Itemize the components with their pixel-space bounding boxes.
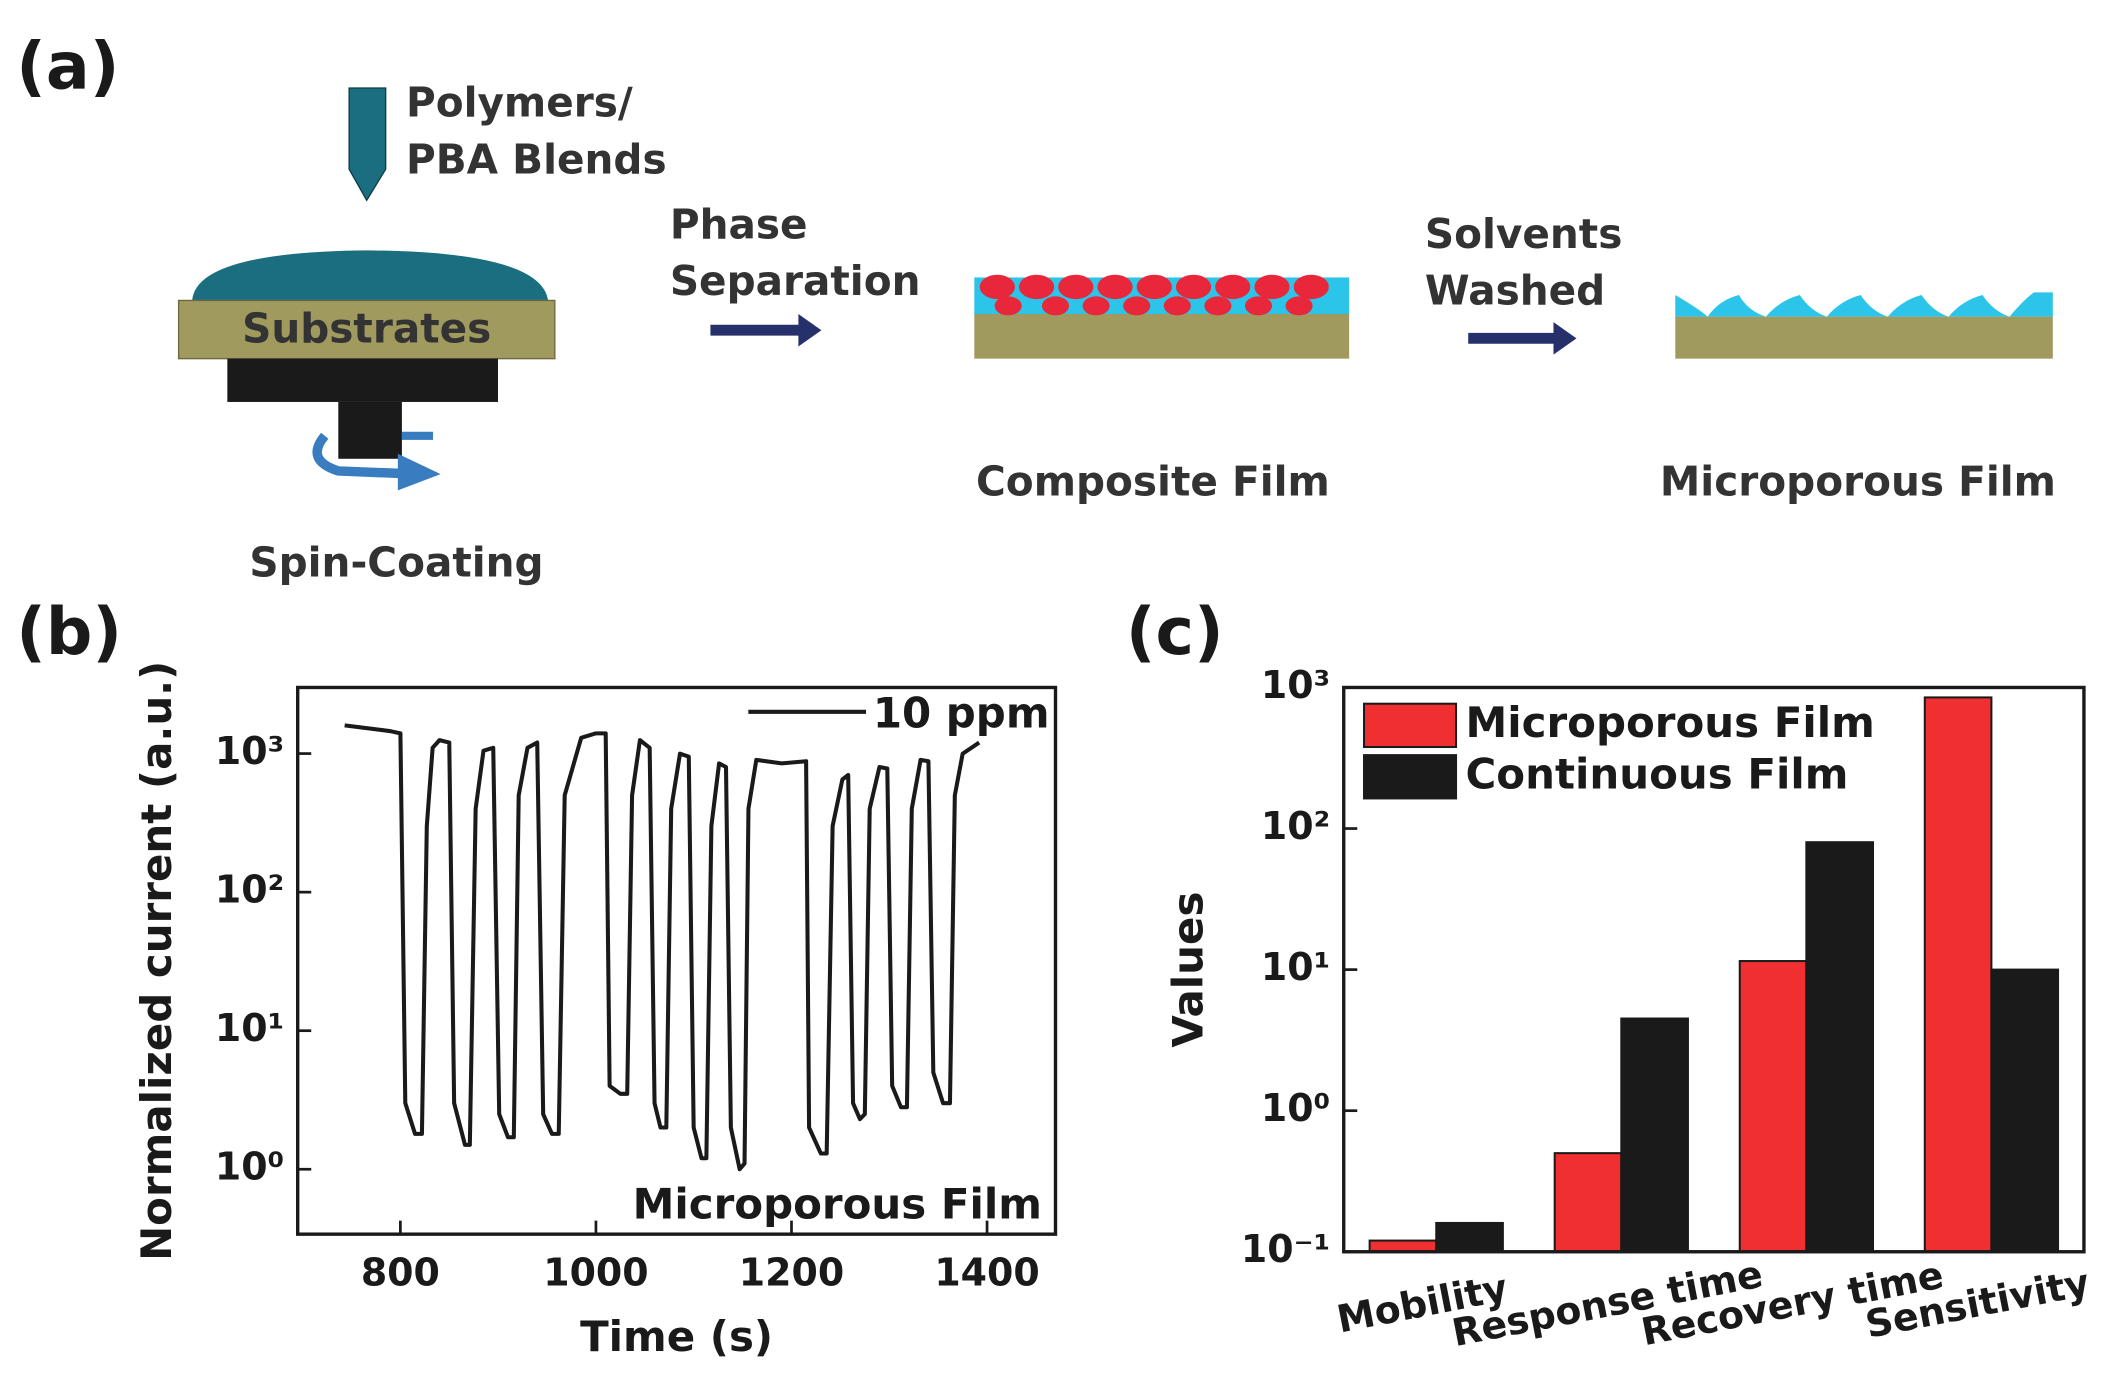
chuck (227, 358, 498, 402)
droplet (192, 250, 549, 301)
arrow-label: Separation (670, 257, 921, 305)
diagram: Polymers/ PBA Blends Substrates Spin-Coa… (177, 79, 2056, 587)
y-tick-label: 10³ (1261, 663, 1330, 707)
arrow-label: Solvents (1425, 210, 1622, 258)
legend-label: Continuous Film (1466, 749, 1849, 798)
porous-layer (1675, 292, 2053, 317)
arrow-label: Phase (670, 200, 808, 248)
y-tick-label: 10⁻¹ (1241, 1227, 1330, 1271)
y-tick-label: 10² (1261, 804, 1330, 848)
y-tick-label: 10² (215, 868, 284, 912)
annotation: 10 ppm (873, 688, 1050, 737)
pba-domains (979, 274, 1329, 316)
step-label: Spin-Coating (249, 539, 543, 587)
y-axis-label: Normalized current (a.u.) (132, 661, 181, 1261)
spin-arrow-head (397, 431, 441, 491)
bar (1990, 968, 2060, 1253)
spindle (338, 401, 402, 459)
x-tick-label: 1000 (543, 1250, 648, 1294)
bar (1805, 841, 1874, 1253)
y-tick-label: 10⁰ (215, 1145, 284, 1189)
step-label: Composite Film (976, 457, 1330, 505)
panel-label: (a) (16, 29, 119, 104)
dispenser (348, 87, 387, 202)
spin-arrow (312, 432, 407, 479)
y-tick-label: 10¹ (215, 1006, 284, 1050)
arrow (1468, 322, 1577, 355)
legend-swatch (1363, 702, 1458, 749)
arrow (710, 313, 822, 347)
bar (1923, 696, 1993, 1253)
material-label: PBA Blends (406, 135, 667, 183)
y-axis-label: Values (1163, 892, 1212, 1048)
plot-frame (1342, 685, 2086, 1254)
bar (1738, 960, 1808, 1253)
panel-label: (c) (1126, 595, 1224, 670)
bar (1435, 1221, 1504, 1253)
annotation: Microporous Film (633, 1180, 1042, 1229)
bar (1620, 1017, 1689, 1253)
material-label: Polymers/ (406, 79, 633, 127)
substrate (974, 313, 1350, 359)
y-tick-label: 10¹ (1261, 945, 1330, 989)
panel-label: (b) (16, 595, 122, 670)
bar (1553, 1152, 1623, 1253)
y-tick-label: 10³ (215, 729, 284, 773)
arrow-label: Washed (1425, 267, 1605, 315)
substrate (177, 299, 556, 360)
x-axis-label: Time (s) (580, 1312, 773, 1361)
data-line (344, 723, 981, 1172)
step-label: Microporous Film (1660, 457, 2056, 505)
x-tick-label: 1200 (739, 1250, 844, 1294)
x-tick-label: 800 (361, 1250, 440, 1294)
legend-label: Microporous Film (1466, 698, 1875, 747)
x-tick-label: 1400 (934, 1250, 1039, 1294)
y-tick-label: 10⁰ (1261, 1086, 1330, 1130)
substrate-label: Substrates (242, 305, 491, 353)
legend-swatch (1363, 754, 1458, 800)
substrate (1675, 316, 2053, 359)
plot-frame (296, 685, 1058, 1236)
